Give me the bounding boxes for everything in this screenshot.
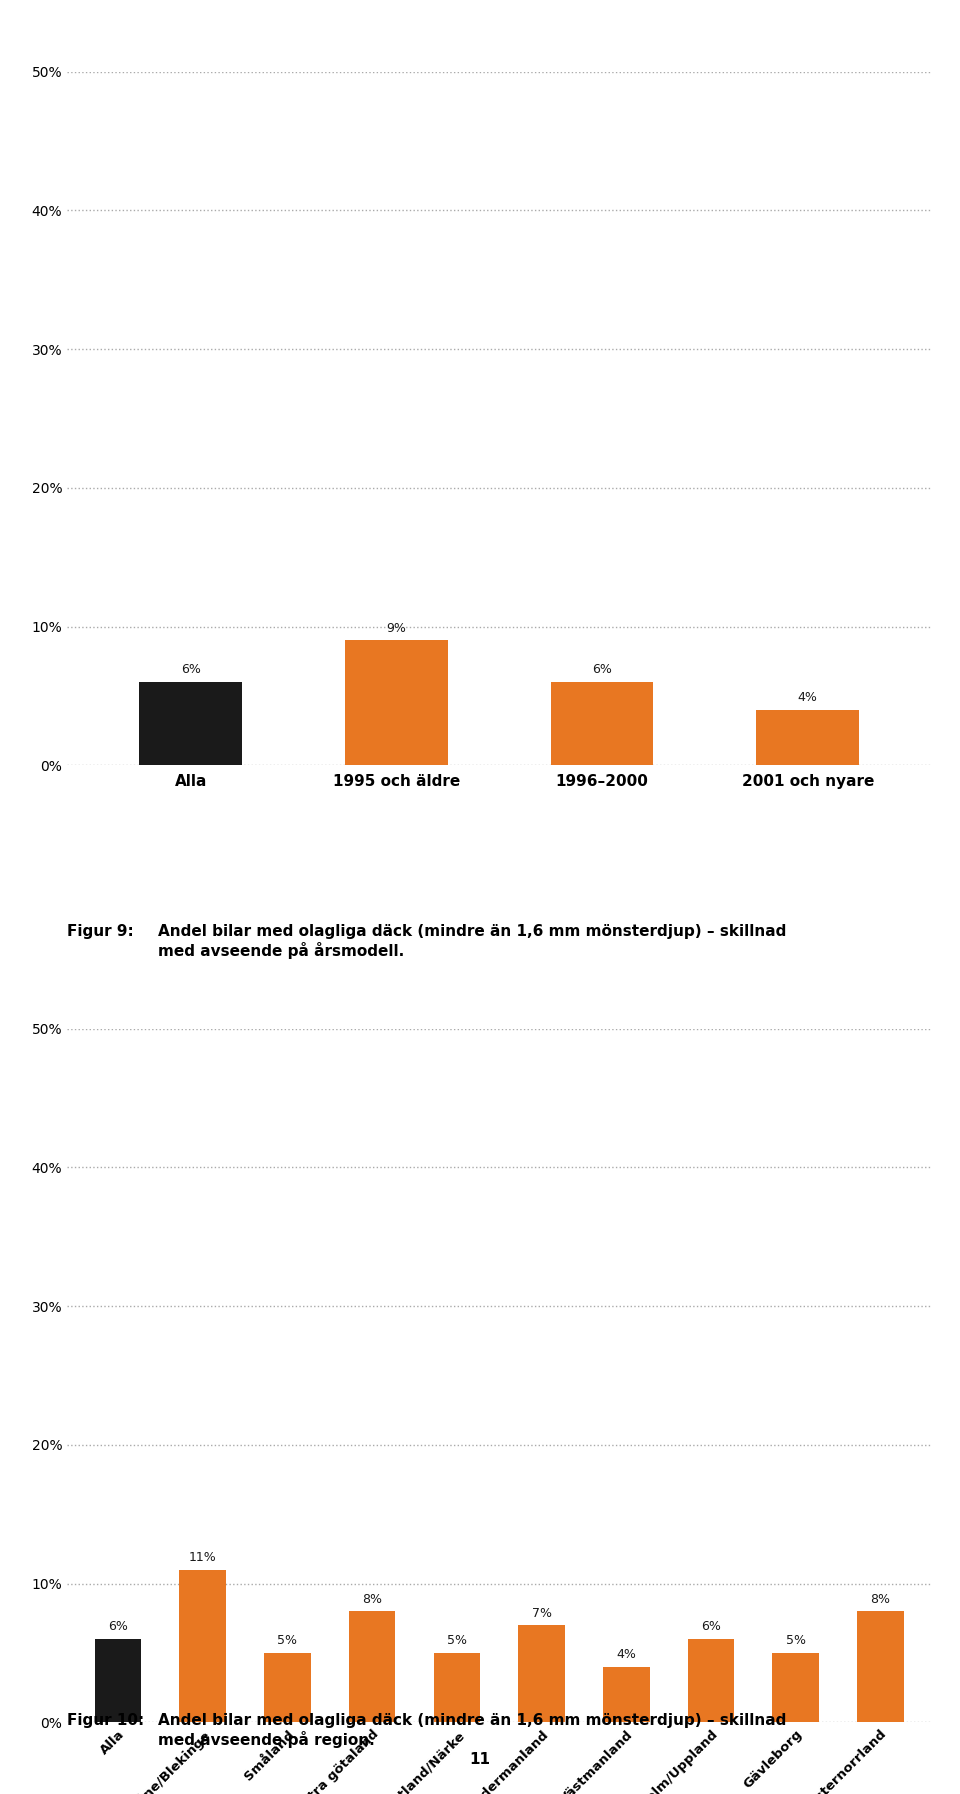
- Text: 6%: 6%: [592, 664, 612, 676]
- Bar: [180, 1570, 226, 1722]
- Bar: [348, 1611, 396, 1722]
- Bar: [95, 1640, 141, 1722]
- Text: 9%: 9%: [387, 623, 406, 635]
- Bar: [857, 1611, 903, 1722]
- Bar: [687, 1640, 734, 1722]
- Bar: [434, 1652, 480, 1722]
- Text: 6%: 6%: [180, 664, 201, 676]
- Text: Figur 9:: Figur 9:: [67, 924, 134, 938]
- Text: Andel bilar med olagliga däck (mindre än 1,6 mm mönsterdjup) – skillnad
med avse: Andel bilar med olagliga däck (mindre än…: [158, 1713, 787, 1747]
- Text: 8%: 8%: [362, 1593, 382, 1606]
- Text: 8%: 8%: [871, 1593, 890, 1606]
- Text: 11: 11: [469, 1753, 491, 1767]
- Bar: [603, 1667, 650, 1722]
- Bar: [345, 640, 447, 766]
- Text: 6%: 6%: [108, 1620, 128, 1634]
- Text: 6%: 6%: [701, 1620, 721, 1634]
- Text: Andel bilar med olagliga däck (mindre än 1,6 mm mönsterdjup) – skillnad
med avse: Andel bilar med olagliga däck (mindre än…: [158, 924, 787, 958]
- Text: 4%: 4%: [798, 691, 818, 705]
- Text: 5%: 5%: [277, 1634, 298, 1647]
- Text: 7%: 7%: [532, 1607, 552, 1620]
- Bar: [139, 682, 242, 766]
- Bar: [551, 682, 654, 766]
- Text: 5%: 5%: [446, 1634, 467, 1647]
- Text: 11%: 11%: [189, 1552, 217, 1564]
- Bar: [264, 1652, 311, 1722]
- Text: Figur 10:: Figur 10:: [67, 1713, 144, 1728]
- Text: 5%: 5%: [785, 1634, 805, 1647]
- Bar: [773, 1652, 819, 1722]
- Bar: [518, 1625, 564, 1722]
- Text: 4%: 4%: [616, 1649, 636, 1661]
- Bar: [756, 710, 859, 766]
